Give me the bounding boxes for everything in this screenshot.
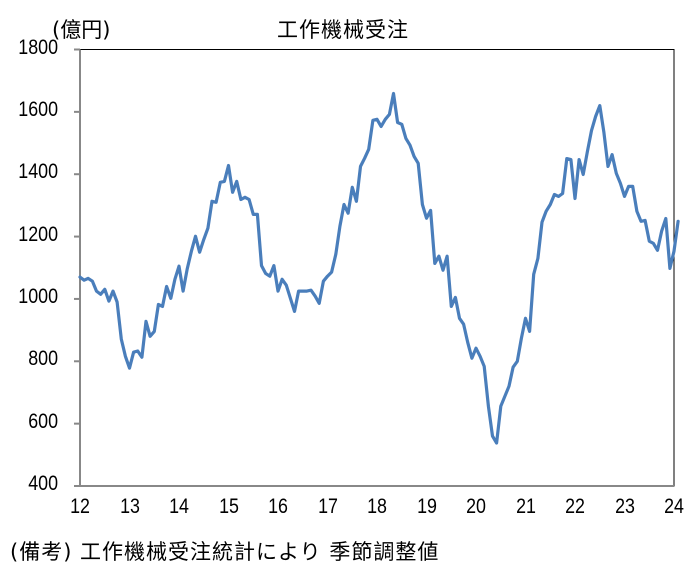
y-tick-label: 600 bbox=[28, 409, 58, 433]
x-tick-label: 15 bbox=[218, 495, 239, 518]
y-tick-label: 1400 bbox=[18, 160, 58, 184]
chart-note: (備考) 工作機械受注統計により 季節調整値 bbox=[10, 540, 440, 564]
chart-title: 工作機械受注 bbox=[277, 18, 409, 42]
series-line-machine-tool-orders bbox=[78, 91, 680, 445]
y-tick-label: 1600 bbox=[18, 97, 58, 121]
x-tick-label: 24 bbox=[664, 495, 684, 518]
y-tick-label: 400 bbox=[28, 472, 58, 495]
x-tick-label: 19 bbox=[416, 495, 437, 518]
y-axis-tick-marks bbox=[74, 48, 80, 487]
x-tick-label: 13 bbox=[119, 495, 140, 518]
y-axis-unit-label: (億円) bbox=[52, 18, 111, 42]
y-tick-label: 1000 bbox=[18, 284, 58, 308]
x-tick-label: 22 bbox=[565, 495, 585, 518]
x-tick-label: 17 bbox=[317, 495, 338, 518]
y-tick-label: 1200 bbox=[18, 222, 58, 246]
x-tick-label: 14 bbox=[169, 495, 189, 518]
x-tick-label: 18 bbox=[367, 495, 387, 518]
y-tick-label: 800 bbox=[28, 347, 58, 371]
plot-frame bbox=[79, 49, 675, 487]
x-tick-label: 16 bbox=[268, 495, 288, 518]
x-tick-label: 23 bbox=[614, 495, 635, 518]
x-tick-label: 12 bbox=[70, 495, 90, 518]
y-tick-label: 1800 bbox=[18, 35, 58, 59]
x-tick-label: 21 bbox=[515, 495, 536, 518]
x-tick-label: 20 bbox=[466, 495, 486, 518]
